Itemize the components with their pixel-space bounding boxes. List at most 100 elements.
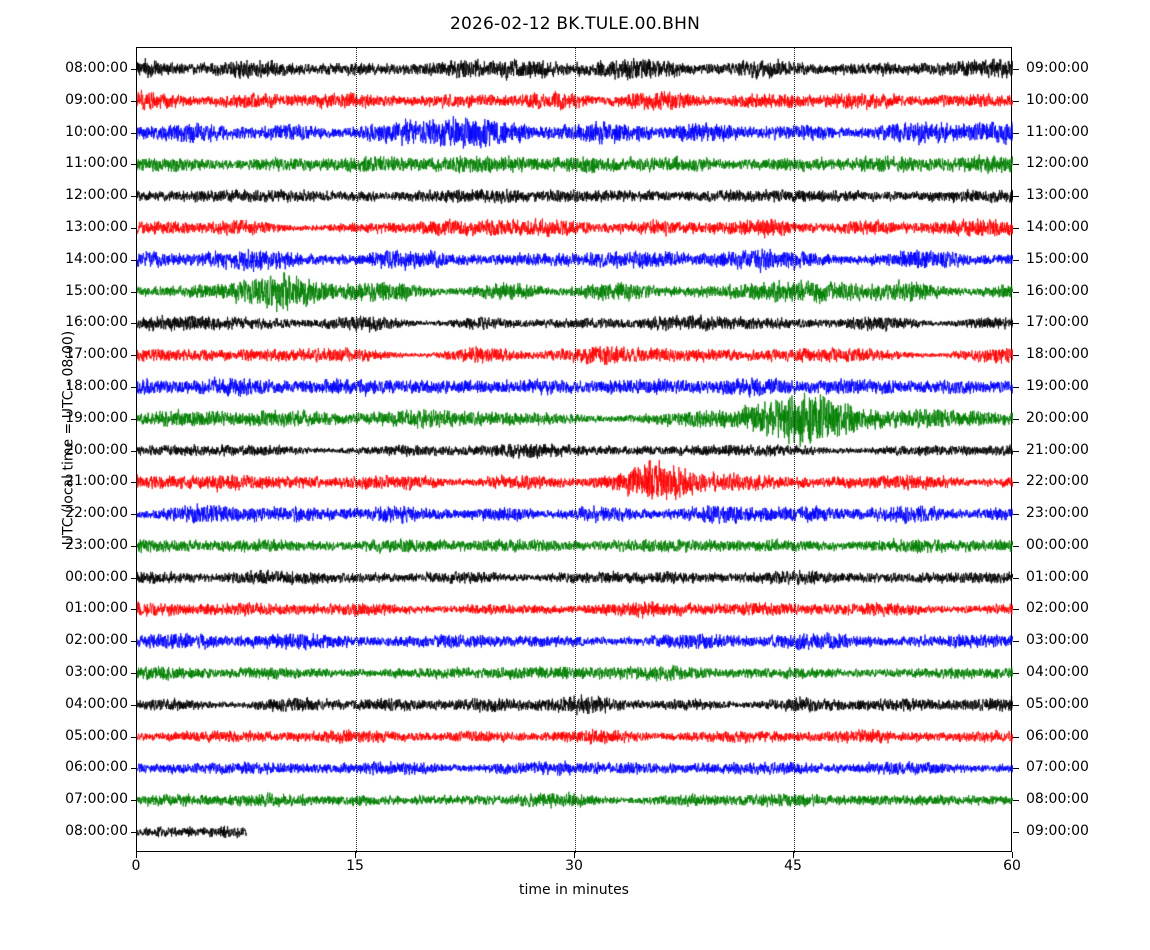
- y-label-left-10: 18:00:00: [65, 377, 128, 394]
- y-tick-right-24: [1013, 832, 1019, 833]
- y-label-right-15: 00:00:00: [1026, 536, 1089, 553]
- y-tick-left-7: [131, 291, 137, 293]
- grid-line-45: [794, 48, 795, 853]
- x-tick-label-0: 0: [131, 858, 141, 874]
- y-tick-right-12: [1013, 450, 1019, 452]
- y-tick-right-1: [1013, 100, 1019, 102]
- x-tick-60: [1012, 852, 1013, 858]
- x-tick-0: [136, 852, 137, 858]
- y-tick-left-16: [131, 577, 137, 579]
- y-label-left-0: 08:00:00: [65, 60, 128, 76]
- y-label-right-3: 12:00:00: [1026, 155, 1089, 172]
- y-tick-right-21: [1013, 736, 1019, 738]
- y-tick-left-3: [131, 164, 137, 166]
- y-tick-right-19: [1013, 673, 1019, 675]
- y-tick-left-18: [131, 641, 137, 643]
- y-tick-right-4: [1013, 196, 1019, 198]
- y-tick-left-10: [131, 386, 137, 388]
- y-label-right-12: 21:00:00: [1026, 441, 1089, 458]
- y-label-right-16: 01:00:00: [1026, 568, 1089, 585]
- y-tick-left-11: [131, 418, 137, 420]
- y-label-left-12: 20:00:00: [65, 441, 128, 458]
- y-label-right-23: 08:00:00: [1026, 791, 1089, 808]
- y-tick-left-0: [131, 69, 137, 70]
- y-label-left-3: 11:00:00: [65, 155, 128, 172]
- y-label-left-17: 01:00:00: [65, 600, 128, 617]
- y-tick-left-19: [131, 673, 137, 675]
- y-label-right-17: 02:00:00: [1026, 600, 1089, 617]
- x-tick-label-15: 15: [346, 858, 364, 874]
- y-label-left-15: 23:00:00: [65, 536, 128, 553]
- plot-area[interactable]: [131, 47, 1019, 853]
- y-axis-label: UTC (local time = UTC - 08:00): [60, 330, 77, 546]
- y-label-right-0: 09:00:00: [1026, 60, 1089, 76]
- y-label-right-24: 09:00:00: [1026, 823, 1089, 839]
- y-tick-left-1: [131, 100, 137, 102]
- y-tick-left-9: [131, 355, 137, 357]
- y-tick-left-12: [131, 450, 137, 452]
- y-label-right-1: 10:00:00: [1026, 91, 1089, 108]
- y-label-left-23: 07:00:00: [65, 791, 128, 808]
- y-tick-left-17: [131, 609, 137, 611]
- y-tick-right-0: [1013, 69, 1019, 70]
- y-label-right-10: 19:00:00: [1026, 377, 1089, 394]
- y-label-right-18: 03:00:00: [1026, 632, 1089, 649]
- x-tick-label-30: 30: [565, 858, 583, 874]
- y-tick-left-20: [131, 704, 137, 706]
- y-tick-right-18: [1013, 641, 1019, 643]
- x-tick-45: [793, 852, 794, 858]
- y-tick-right-3: [1013, 164, 1019, 166]
- x-tick-label-45: 45: [784, 858, 802, 874]
- y-tick-right-16: [1013, 577, 1019, 579]
- x-axis-label: time in minutes: [519, 882, 629, 898]
- y-label-right-2: 11:00:00: [1026, 123, 1089, 140]
- y-label-left-14: 22:00:00: [65, 505, 128, 522]
- plot-title: 2026-02-12 BK.TULE.00.BHN: [449, 14, 701, 34]
- y-label-right-20: 05:00:00: [1026, 695, 1089, 712]
- y-tick-left-21: [131, 736, 137, 738]
- y-label-left-22: 06:00:00: [65, 759, 128, 776]
- y-tick-right-15: [1013, 545, 1019, 547]
- y-tick-left-8: [131, 323, 137, 325]
- y-label-left-11: 19:00:00: [65, 409, 128, 426]
- y-tick-right-11: [1013, 418, 1019, 420]
- y-label-right-11: 20:00:00: [1026, 409, 1089, 426]
- x-tick-15: [355, 852, 356, 858]
- y-tick-right-8: [1013, 323, 1019, 325]
- y-tick-right-17: [1013, 609, 1019, 611]
- y-label-left-19: 03:00:00: [65, 664, 128, 681]
- y-tick-right-20: [1013, 704, 1019, 706]
- y-tick-left-13: [131, 482, 137, 484]
- y-tick-right-10: [1013, 386, 1019, 388]
- y-label-left-8: 16:00:00: [65, 314, 128, 331]
- y-label-right-7: 16:00:00: [1026, 282, 1089, 299]
- y-tick-left-22: [131, 768, 137, 770]
- y-tick-right-23: [1013, 800, 1019, 802]
- y-label-right-4: 13:00:00: [1026, 187, 1089, 204]
- y-tick-right-2: [1013, 132, 1019, 134]
- y-label-left-9: 17:00:00: [65, 346, 128, 363]
- y-label-left-21: 05:00:00: [65, 727, 128, 744]
- y-label-right-14: 23:00:00: [1026, 505, 1089, 522]
- y-label-right-6: 15:00:00: [1026, 250, 1089, 267]
- y-label-left-6: 14:00:00: [65, 250, 128, 267]
- y-tick-left-15: [131, 545, 137, 547]
- y-tick-left-6: [131, 259, 137, 261]
- y-tick-left-23: [131, 800, 137, 802]
- y-label-left-5: 13:00:00: [65, 218, 128, 235]
- y-label-left-24: 08:00:00: [65, 823, 128, 839]
- y-label-left-2: 10:00:00: [65, 123, 128, 140]
- y-tick-right-7: [1013, 291, 1019, 293]
- x-tick-label-60: 60: [1003, 858, 1021, 874]
- y-label-right-5: 14:00:00: [1026, 218, 1089, 235]
- y-tick-left-4: [131, 196, 137, 198]
- y-label-left-18: 02:00:00: [65, 632, 128, 649]
- x-tick-30: [574, 852, 575, 858]
- y-label-right-19: 04:00:00: [1026, 664, 1089, 681]
- y-tick-left-5: [131, 227, 137, 229]
- y-tick-right-6: [1013, 259, 1019, 261]
- y-label-left-7: 15:00:00: [65, 282, 128, 299]
- grid-line-15: [356, 48, 357, 853]
- y-tick-right-14: [1013, 514, 1019, 516]
- y-label-right-8: 17:00:00: [1026, 314, 1089, 331]
